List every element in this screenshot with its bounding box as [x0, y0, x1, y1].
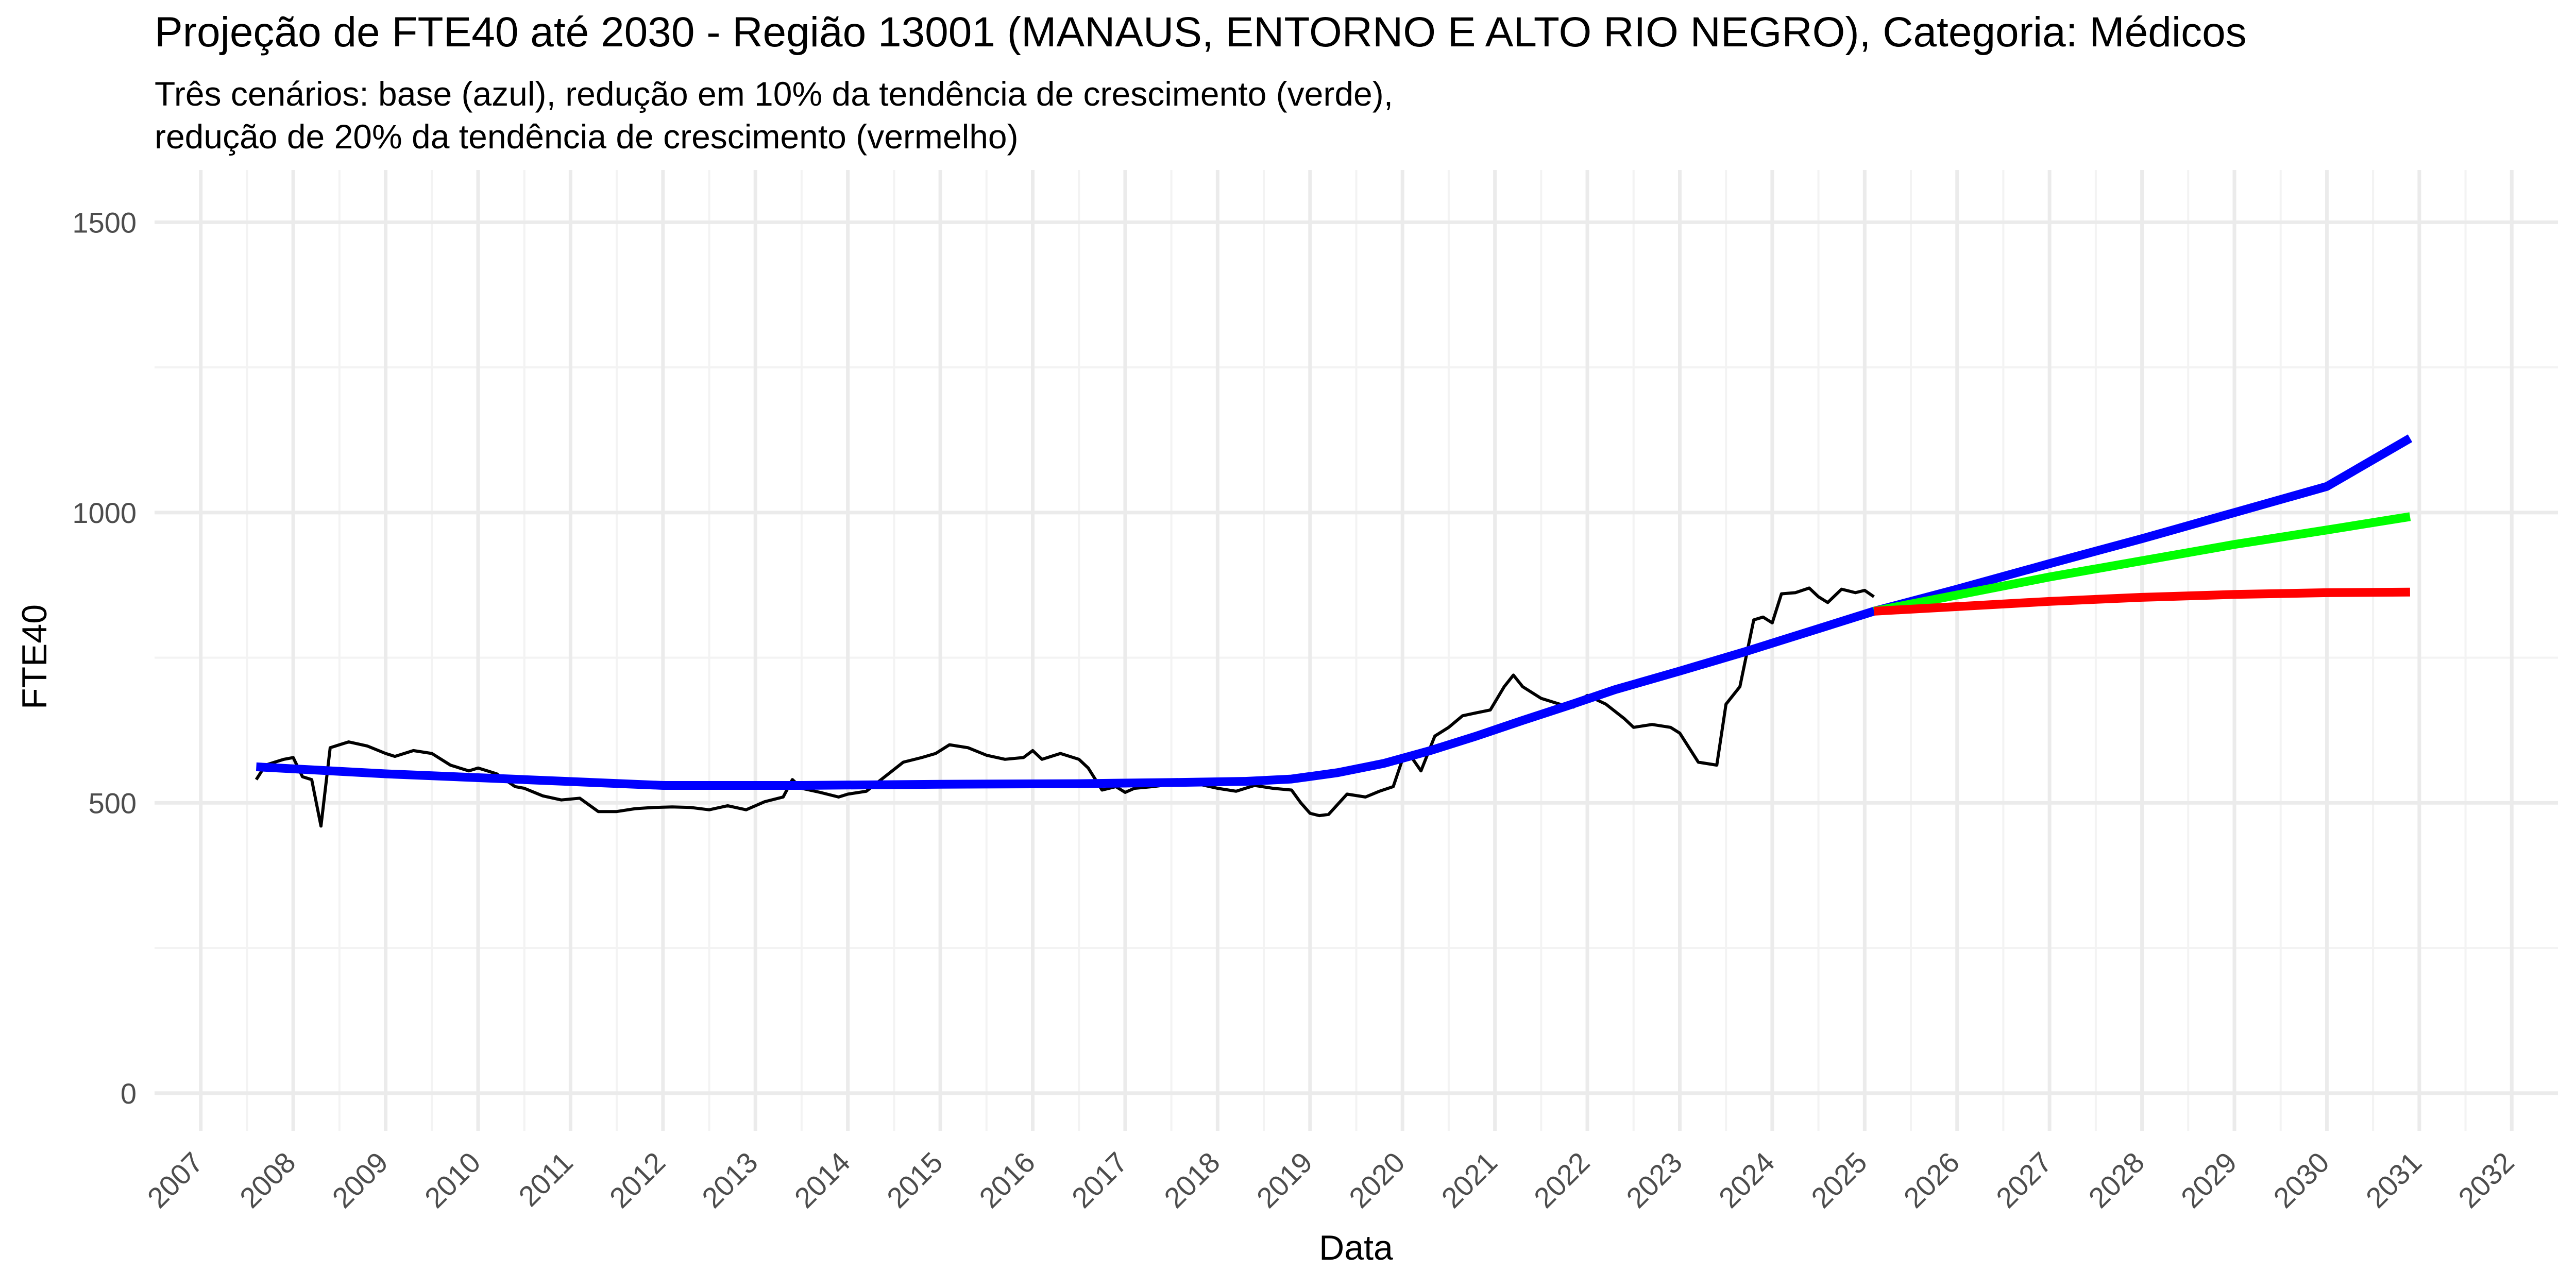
y-tick-label: 0 — [121, 1077, 137, 1110]
x-tick-label: 2026 — [1897, 1146, 1966, 1214]
series-line-reduction-20 — [1873, 587, 2410, 616]
x-axis-title: Data — [1319, 1228, 1393, 1267]
x-tick-label: 2011 — [512, 1146, 579, 1213]
x-tick-label: 2010 — [418, 1146, 487, 1214]
y-tick-labels: 0 500 1000 1500 — [72, 206, 137, 1109]
y-tick-label: 500 — [89, 787, 137, 819]
x-tick-label: 2016 — [973, 1146, 1041, 1214]
x-tick-label: 2028 — [2082, 1146, 2150, 1214]
grid-major — [155, 170, 2558, 1131]
y-tick-label: 1000 — [72, 497, 137, 529]
x-tick-labels: 2007 2008 2009 2010 2011 2012 2013 2014 2015 2016… — [141, 1146, 2520, 1214]
series-layer — [255, 434, 2413, 828]
x-tick-label: 2023 — [1620, 1146, 1688, 1214]
x-tick-label: 2009 — [326, 1146, 394, 1214]
chart-title: Projeção de FTE40 até 2030 - Região 1300… — [155, 9, 2247, 56]
series-line-base — [256, 434, 2413, 790]
x-tick-label: 2032 — [2452, 1146, 2520, 1214]
x-tick-label: 2024 — [1713, 1146, 1781, 1214]
x-tick-label: 2021 — [1435, 1146, 1503, 1214]
x-tick-label: 2031 — [2360, 1146, 2428, 1214]
series-line-observed — [255, 586, 1875, 828]
x-tick-label: 2015 — [880, 1146, 949, 1214]
x-tick-label: 2018 — [1158, 1146, 1226, 1214]
x-tick-label: 2008 — [233, 1146, 302, 1214]
y-tick-label: 1500 — [72, 206, 137, 239]
y-axis-title: FTE40 — [15, 604, 54, 709]
x-tick-label: 2007 — [141, 1146, 210, 1214]
x-tick-label: 2019 — [1250, 1146, 1319, 1214]
x-tick-label: 2014 — [788, 1146, 857, 1214]
x-tick-label: 2013 — [696, 1146, 764, 1214]
x-tick-label: 2027 — [1990, 1146, 2058, 1214]
x-tick-label: 2029 — [2175, 1146, 2243, 1214]
x-tick-label: 2030 — [2267, 1146, 2335, 1214]
x-tick-label: 2017 — [1065, 1146, 1134, 1214]
x-tick-label: 2025 — [1805, 1146, 1873, 1214]
grid-minor — [155, 170, 2558, 1131]
chart-subtitle-line-1: Três cenários: base (azul), redução em 1… — [155, 75, 1393, 113]
x-tick-label: 2022 — [1528, 1146, 1596, 1214]
series-line-reduction-10 — [1873, 512, 2411, 616]
x-tick-label: 2020 — [1343, 1146, 1411, 1214]
chart-subtitle-line-2: redução de 20% da tendência de crescimen… — [155, 117, 1019, 156]
x-tick-label: 2012 — [603, 1146, 672, 1214]
